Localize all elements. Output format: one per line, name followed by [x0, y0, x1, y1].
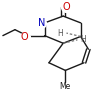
Text: Me: Me — [60, 82, 71, 91]
Text: O: O — [21, 32, 29, 42]
Text: N: N — [38, 18, 45, 28]
Text: H: H — [58, 29, 63, 38]
Text: H: H — [81, 35, 86, 44]
Text: O: O — [63, 2, 70, 12]
